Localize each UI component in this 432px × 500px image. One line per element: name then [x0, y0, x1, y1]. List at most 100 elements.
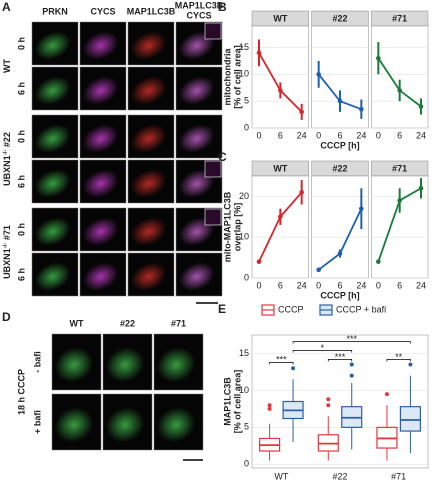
outlier — [349, 362, 354, 367]
outlier — [384, 392, 389, 397]
significance-label: *** — [335, 352, 346, 362]
y-tick-label: 15 — [239, 42, 249, 52]
outlier — [349, 373, 354, 378]
row-label: - bafi — [32, 351, 42, 373]
inset — [204, 208, 222, 226]
x-tick-label: 0 — [316, 130, 321, 140]
facet-label: #71 — [392, 13, 407, 23]
significance-bracket — [269, 361, 294, 365]
panel-label: D — [2, 310, 11, 324]
row-label: 6 h — [16, 82, 26, 95]
cell — [105, 407, 145, 443]
data-point — [299, 109, 304, 115]
x-tick-label: 0 — [376, 280, 381, 290]
cell — [179, 76, 215, 105]
y-tick-label: 0 — [244, 272, 249, 282]
x-tick-label: 24 — [297, 280, 307, 290]
significance-label: * — [321, 343, 325, 353]
group-name: UBXN1 — [2, 155, 12, 186]
y-axis-label: mitochondria — [222, 48, 232, 106]
cell — [35, 76, 71, 105]
condition-label: 18 h CCCP — [16, 369, 26, 415]
panel-label: E — [218, 302, 226, 316]
x-tick-label: 24 — [356, 130, 366, 140]
outlier — [291, 366, 296, 371]
cell — [83, 124, 119, 153]
data-point — [359, 106, 364, 112]
facet-label: WT — [273, 163, 287, 173]
group-name: WT — [2, 59, 12, 73]
column-header: MAP1LC3B — [175, 0, 224, 10]
row-label: 6 h — [16, 175, 26, 188]
cell — [156, 347, 196, 383]
superscript: -/- — [3, 150, 9, 156]
panel-label: A — [2, 0, 11, 14]
column-header: CYCS — [186, 10, 211, 20]
cell — [131, 217, 167, 246]
column-header: CYCS — [90, 6, 115, 16]
y-tick-label: 0 — [244, 122, 249, 132]
facet-label: #22 — [332, 13, 347, 23]
x-tick-label: 0 — [256, 130, 261, 140]
outlier — [267, 406, 272, 411]
box — [399, 406, 421, 432]
x-tick-label: 6 — [337, 280, 342, 290]
data-point — [278, 88, 283, 93]
data-point — [316, 267, 321, 273]
y-tick-label: 10 — [239, 385, 249, 395]
cell — [54, 347, 94, 383]
cell — [35, 124, 71, 153]
plot-area — [251, 175, 309, 279]
data-point — [337, 251, 343, 256]
cell — [35, 262, 71, 291]
group-label: WT — [2, 59, 12, 73]
data-point — [376, 259, 381, 264]
plot-area — [251, 25, 309, 129]
cell — [156, 407, 196, 443]
legend-label: CCCP + bafi — [336, 304, 386, 314]
x-tick-label: 24 — [416, 130, 426, 140]
x-axis-label: CCCP [h] — [320, 290, 359, 300]
x-tick-label: 6 — [278, 130, 283, 140]
data-point — [256, 50, 262, 56]
x-tick-label: #71 — [391, 471, 406, 481]
cell — [83, 217, 119, 246]
x-tick-label: 6 — [397, 280, 402, 290]
plot-area — [311, 175, 369, 279]
cell — [83, 31, 119, 60]
superscript: -/- — [3, 243, 9, 249]
y-axis-label: mito-MAP1LC3B — [222, 191, 232, 262]
data-point — [299, 190, 304, 195]
y-tick-label: 0 — [244, 459, 249, 469]
y-tick-label: 5 — [244, 422, 249, 432]
y-axis-label: [% of cell area] — [232, 45, 242, 109]
row-label: 0 h — [16, 223, 26, 236]
cell — [35, 217, 71, 246]
y-axis-label: overlap [%] — [232, 203, 242, 252]
y-axis-label: MAP1LC3B — [222, 377, 232, 426]
cell — [131, 124, 167, 153]
significance-label: *** — [276, 355, 287, 365]
y-tick-label: 15 — [239, 348, 249, 358]
legend-label: CCCP — [278, 304, 304, 314]
plot-area — [371, 25, 429, 129]
x-tick-label: 6 — [397, 130, 402, 140]
data-point — [316, 72, 321, 77]
row-label: 0 h — [16, 130, 26, 143]
cell — [131, 262, 167, 291]
significance-bracket — [292, 350, 353, 353]
cell — [54, 407, 94, 443]
cell — [105, 347, 145, 383]
data-point — [418, 104, 424, 109]
x-tick-label: #22 — [332, 471, 347, 481]
data-point — [337, 98, 343, 104]
significance-bracket — [292, 341, 411, 344]
y-tick-label: 20 — [239, 191, 249, 201]
group-label: UBXN1-/- #71 — [2, 225, 12, 279]
data-point — [397, 88, 402, 93]
outlier — [326, 397, 331, 402]
x-tick-label: 24 — [356, 280, 366, 290]
inset — [204, 22, 222, 40]
cell — [83, 76, 119, 105]
